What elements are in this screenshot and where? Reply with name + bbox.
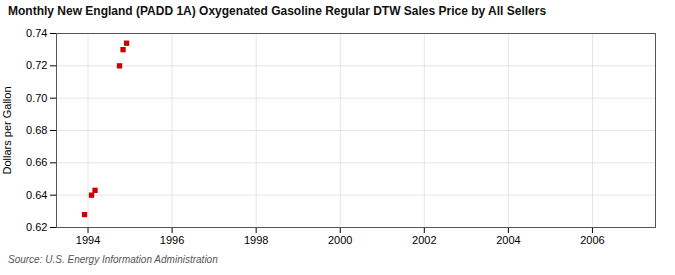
svg-text:2002: 2002 [412,234,436,246]
svg-text:0.66: 0.66 [26,156,47,168]
html-text:Monthly New England (PADD 1A): Monthly New England (PADD 1A) Oxygenated… [8,4,547,18]
svg-text:1998: 1998 [244,234,268,246]
svg-text:0.70: 0.70 [26,92,47,104]
svg-text:2004: 2004 [496,234,520,246]
svg-text:0.64: 0.64 [26,189,47,201]
svg-text:2006: 2006 [580,234,604,246]
svg-text:2000: 2000 [328,234,352,246]
svg-text:0.74: 0.74 [26,27,47,39]
svg-text:1994: 1994 [76,234,100,246]
svg-text:0.72: 0.72 [26,59,47,71]
svg-text:Dollars per Gallon: Dollars per Gallon [1,86,13,174]
svg-text:0.62: 0.62 [26,221,47,233]
svg-text:0.68: 0.68 [26,124,47,136]
html-text:Source: U.S. Energy Informatio: Source: U.S. Energy Information Administ… [8,254,218,265]
svg-text:1996: 1996 [160,234,184,246]
